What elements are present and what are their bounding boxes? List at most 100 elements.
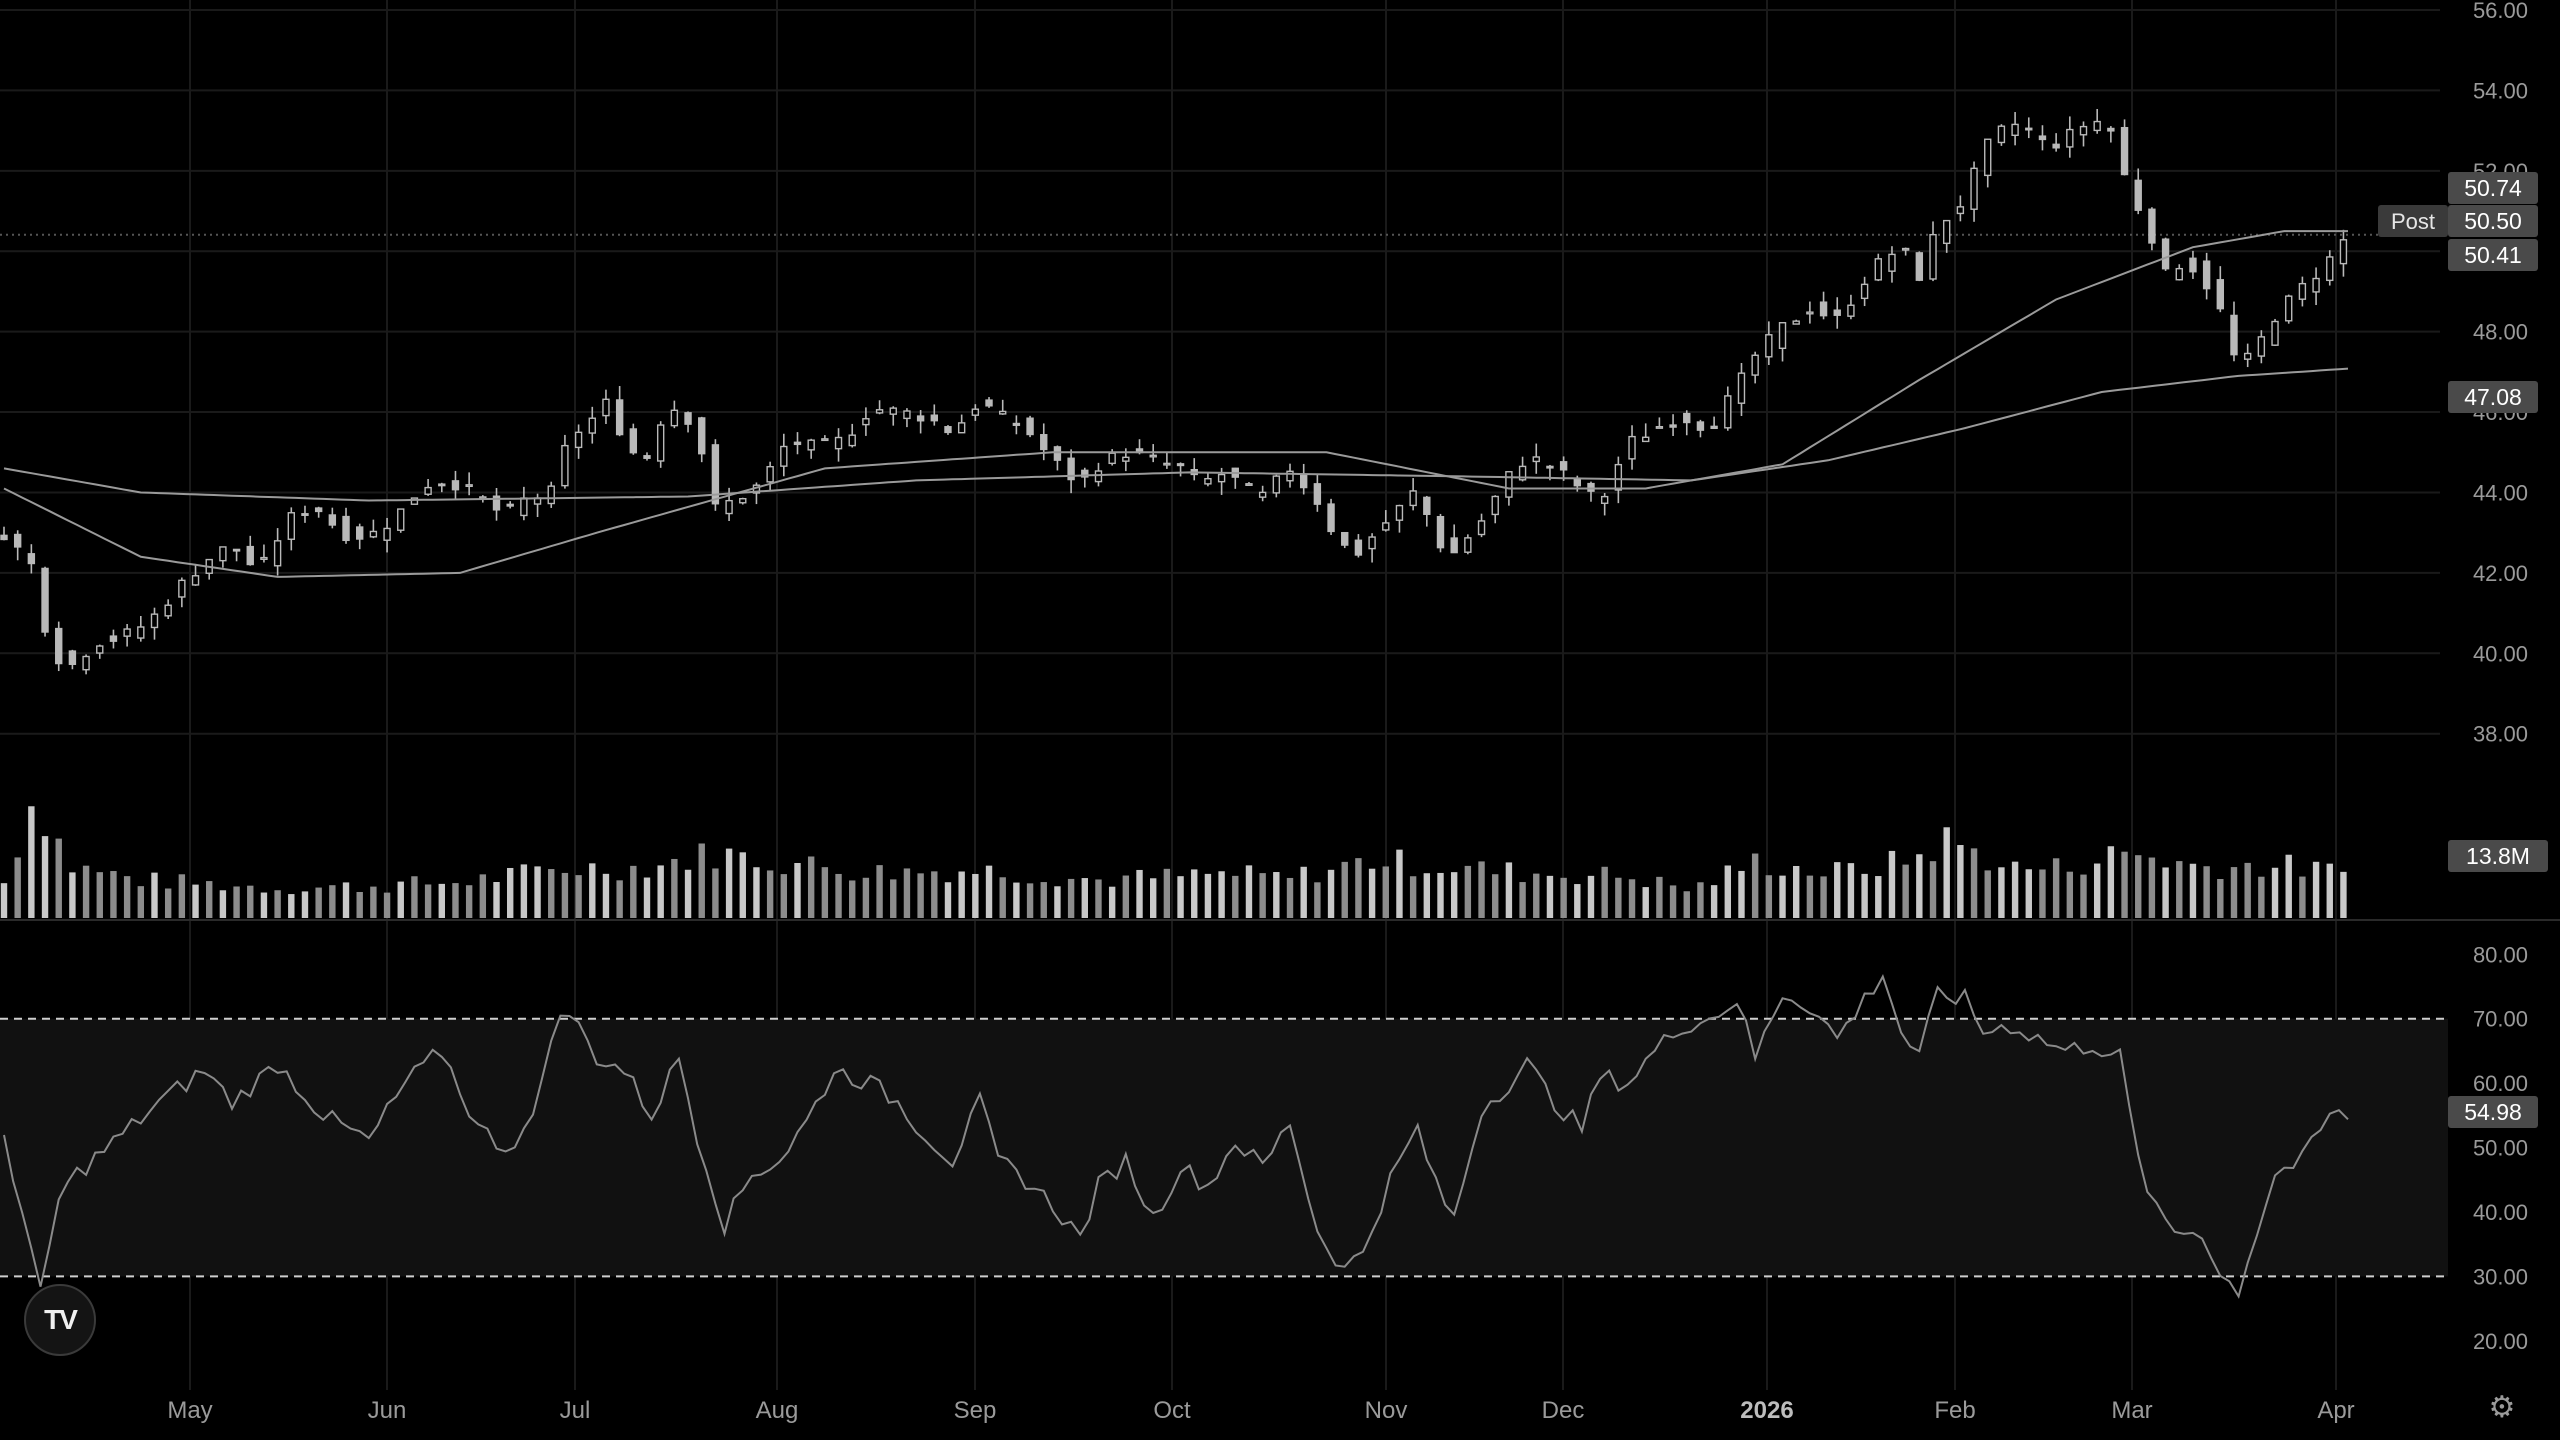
candle-body	[96, 645, 104, 654]
volume-bar	[2148, 857, 2156, 918]
candle-body	[766, 465, 774, 483]
month-label: Nov	[1365, 1397, 1408, 1424]
candle-body	[1642, 436, 1650, 443]
volume-bar	[411, 876, 418, 918]
candle-body	[1382, 522, 1390, 531]
candle-body	[793, 441, 802, 446]
candle-body	[2079, 125, 2088, 136]
volume-bar	[2285, 854, 2292, 918]
volume-bar	[1601, 866, 1608, 918]
volume-bar	[794, 862, 801, 918]
candle-body	[2285, 295, 2293, 322]
volume-bar	[520, 864, 528, 918]
price-high-value: 50.74	[2464, 175, 2522, 201]
candle-body	[273, 540, 282, 567]
month-label: Feb	[1934, 1397, 1975, 1424]
volume-bars	[0, 806, 2347, 918]
volume-bar	[1861, 873, 1868, 918]
candle-body	[684, 412, 692, 425]
rsi-tick-label: 30.00	[2473, 1264, 2528, 1289]
volume-bar	[1286, 877, 1294, 918]
volume-bar	[1765, 875, 1773, 918]
candle-body	[1491, 495, 1499, 516]
volume-bar	[890, 879, 897, 918]
price-tick-label: 38.00	[2473, 722, 2528, 747]
volume-bar	[2107, 846, 2115, 918]
volume-bar	[1177, 876, 1184, 918]
volume-bar	[2093, 863, 2101, 918]
candle-body	[957, 422, 966, 434]
volume-bar	[1902, 864, 1909, 918]
volume-bar	[1355, 858, 1362, 918]
candle-body	[451, 480, 460, 491]
volume-bar	[2080, 874, 2087, 918]
candle-body	[1737, 372, 1746, 404]
volume-bar	[1341, 861, 1348, 918]
time-axis-labels: May Jun Jul Aug Sep Oct Nov Dec 2026 Feb Mar Apr	[167, 1397, 2354, 1424]
volume-bar	[2217, 878, 2224, 918]
volume-bar	[2271, 867, 2279, 918]
candle-body	[547, 485, 555, 505]
moving-average-lines	[3, 230, 2349, 578]
candle-body	[1081, 469, 1089, 478]
candle-body	[629, 428, 638, 454]
candle-body	[1929, 233, 1937, 280]
volume-bar	[0, 883, 8, 918]
volume-bar	[821, 867, 829, 918]
volume-bar	[1259, 873, 1266, 918]
volume-bar	[917, 873, 924, 918]
month-label: Aug	[756, 1397, 799, 1424]
volume-bar	[1368, 868, 1376, 918]
candle-body	[1067, 457, 1075, 481]
volume-bar	[2162, 867, 2169, 918]
candle-body	[246, 545, 254, 566]
volume-bar	[1628, 879, 1636, 918]
candle-body	[1984, 138, 1992, 177]
volume-bar	[1998, 867, 2005, 918]
candle-body	[1628, 435, 1636, 460]
volume-bar	[931, 871, 938, 918]
candle-body	[698, 417, 706, 455]
tradingview-logo[interactable]: TV	[24, 1284, 96, 1356]
volume-bar	[329, 885, 336, 918]
volume-bar	[1026, 883, 1034, 918]
volume-bar	[1437, 872, 1444, 918]
rsi-tick-label: 80.00	[2473, 942, 2528, 967]
candle-body	[2107, 127, 2115, 132]
volume-bar	[342, 882, 350, 918]
candle-body	[1751, 354, 1759, 376]
volume-bar	[370, 886, 377, 918]
candle-body	[2339, 239, 2348, 265]
candle-body	[1997, 125, 2006, 144]
candle-body	[615, 399, 624, 436]
candle-body	[1094, 470, 1103, 483]
volume-bar	[1834, 862, 1841, 918]
volume-bar	[1396, 849, 1403, 918]
candle-body	[2243, 352, 2252, 360]
volume-bar	[2230, 867, 2238, 918]
volume-bar	[1519, 882, 1526, 918]
volume-bar	[1040, 882, 1047, 918]
volume-bar	[465, 885, 473, 918]
candle-body	[328, 514, 337, 526]
candle-body	[0, 534, 8, 541]
gear-icon[interactable]: ⚙	[2488, 1391, 2516, 1424]
candle-body	[875, 409, 884, 414]
candle-body	[1176, 463, 1185, 467]
candle-body	[178, 579, 186, 598]
volume-bar	[630, 865, 637, 918]
candle-body	[1833, 309, 1841, 316]
volume-bar	[849, 880, 856, 918]
volume-bar	[1683, 891, 1690, 918]
candle-body	[55, 627, 63, 665]
candle-body	[834, 436, 843, 450]
candle-body	[1149, 454, 1157, 458]
volume-bar	[903, 868, 911, 918]
volume-bar	[712, 868, 719, 918]
volume-bar	[69, 872, 76, 918]
candle-body	[916, 415, 925, 422]
candle-body	[999, 410, 1007, 415]
candle-body	[2148, 208, 2156, 244]
volume-bar	[2039, 869, 2046, 918]
